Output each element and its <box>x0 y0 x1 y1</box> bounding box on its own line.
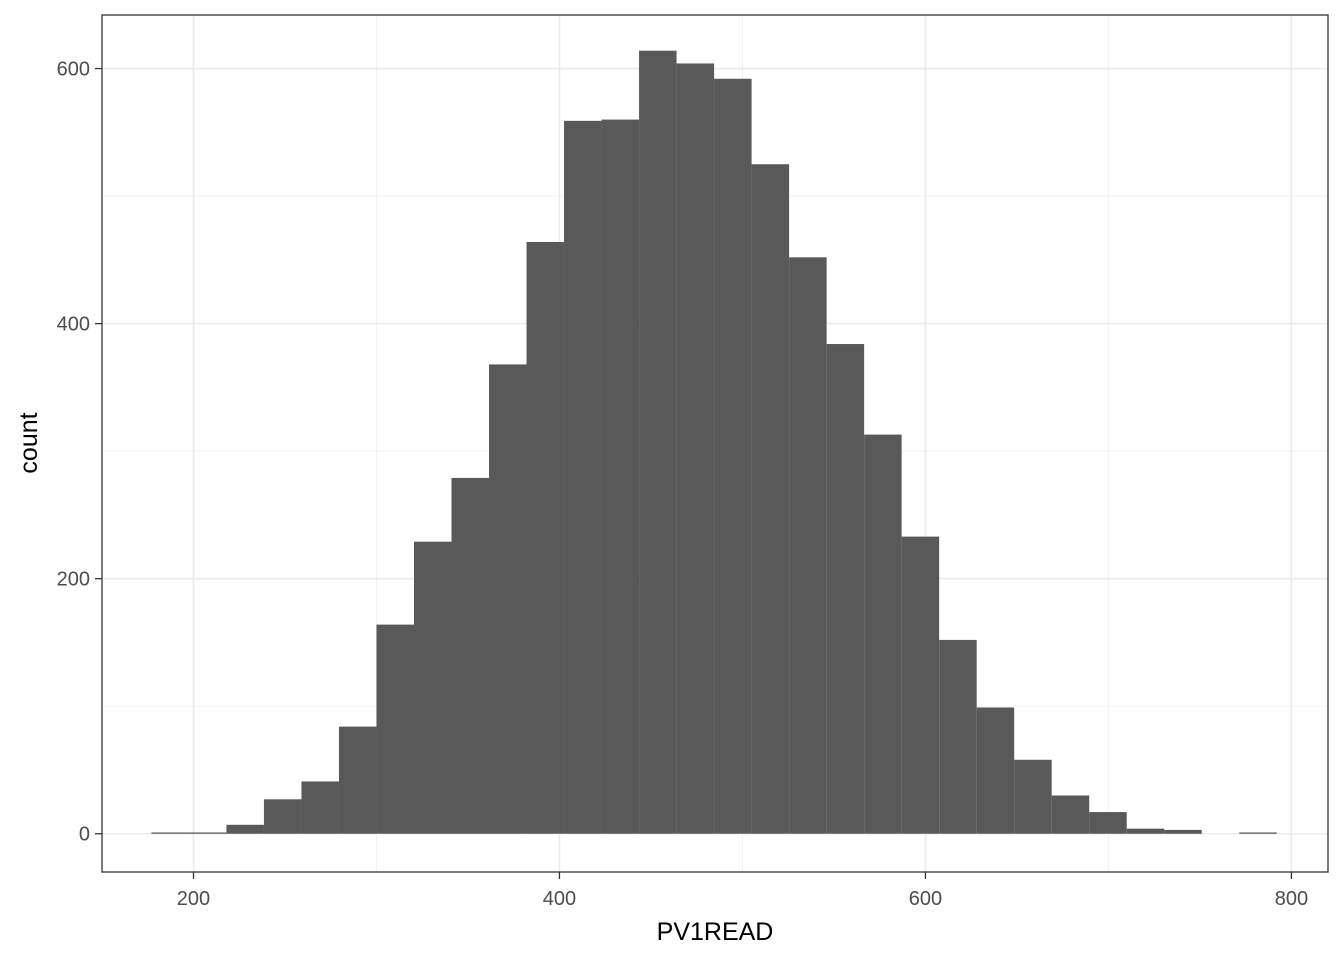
histogram-bar <box>976 707 1015 834</box>
x-tick-label: 200 <box>177 888 210 910</box>
y-tick-label: 200 <box>57 569 90 591</box>
histogram-bar <box>413 541 452 834</box>
y-axis-title: count <box>15 412 43 473</box>
x-tick-label: 800 <box>1275 888 1308 910</box>
histogram-bar <box>1089 812 1127 834</box>
histogram-bar <box>151 832 189 834</box>
y-tick-label: 600 <box>57 59 90 81</box>
histogram-bar <box>1126 828 1165 834</box>
histogram-bar <box>939 639 977 834</box>
histogram-bar <box>901 536 940 834</box>
histogram-bar <box>526 242 565 834</box>
histogram-bar <box>188 832 227 834</box>
histogram-bar <box>639 50 677 834</box>
histogram-bar <box>564 120 602 834</box>
x-axis-title: PV1READ <box>657 918 774 946</box>
histogram-bar <box>226 824 264 834</box>
x-axis: 200 400 600 800 <box>177 872 1308 910</box>
histogram-bar <box>601 119 640 834</box>
histogram-bar <box>1164 829 1202 834</box>
histogram-bar <box>826 344 865 834</box>
histogram-bar <box>376 624 414 834</box>
y-tick-label: 0 <box>79 824 90 846</box>
histogram-bar <box>263 799 302 834</box>
histogram-bar <box>489 364 527 834</box>
histogram-bar <box>1239 832 1277 834</box>
histogram-bar <box>789 257 827 834</box>
histogram-bar <box>301 781 339 834</box>
x-tick-label: 400 <box>543 888 576 910</box>
histogram-bar <box>451 477 490 834</box>
y-tick-label: 400 <box>57 314 90 336</box>
histogram-bar <box>864 434 902 834</box>
histogram-bars <box>151 50 1277 834</box>
histogram-bar <box>714 78 752 834</box>
histogram-bar <box>676 63 715 834</box>
histogram-bar <box>1051 795 1090 834</box>
histogram-bar <box>751 164 790 834</box>
x-tick-label: 600 <box>909 888 942 910</box>
histogram-bar <box>338 726 377 834</box>
histogram-bar <box>1014 759 1052 834</box>
y-axis: 0 200 400 600 <box>57 59 102 846</box>
panel-border <box>101 14 1329 873</box>
